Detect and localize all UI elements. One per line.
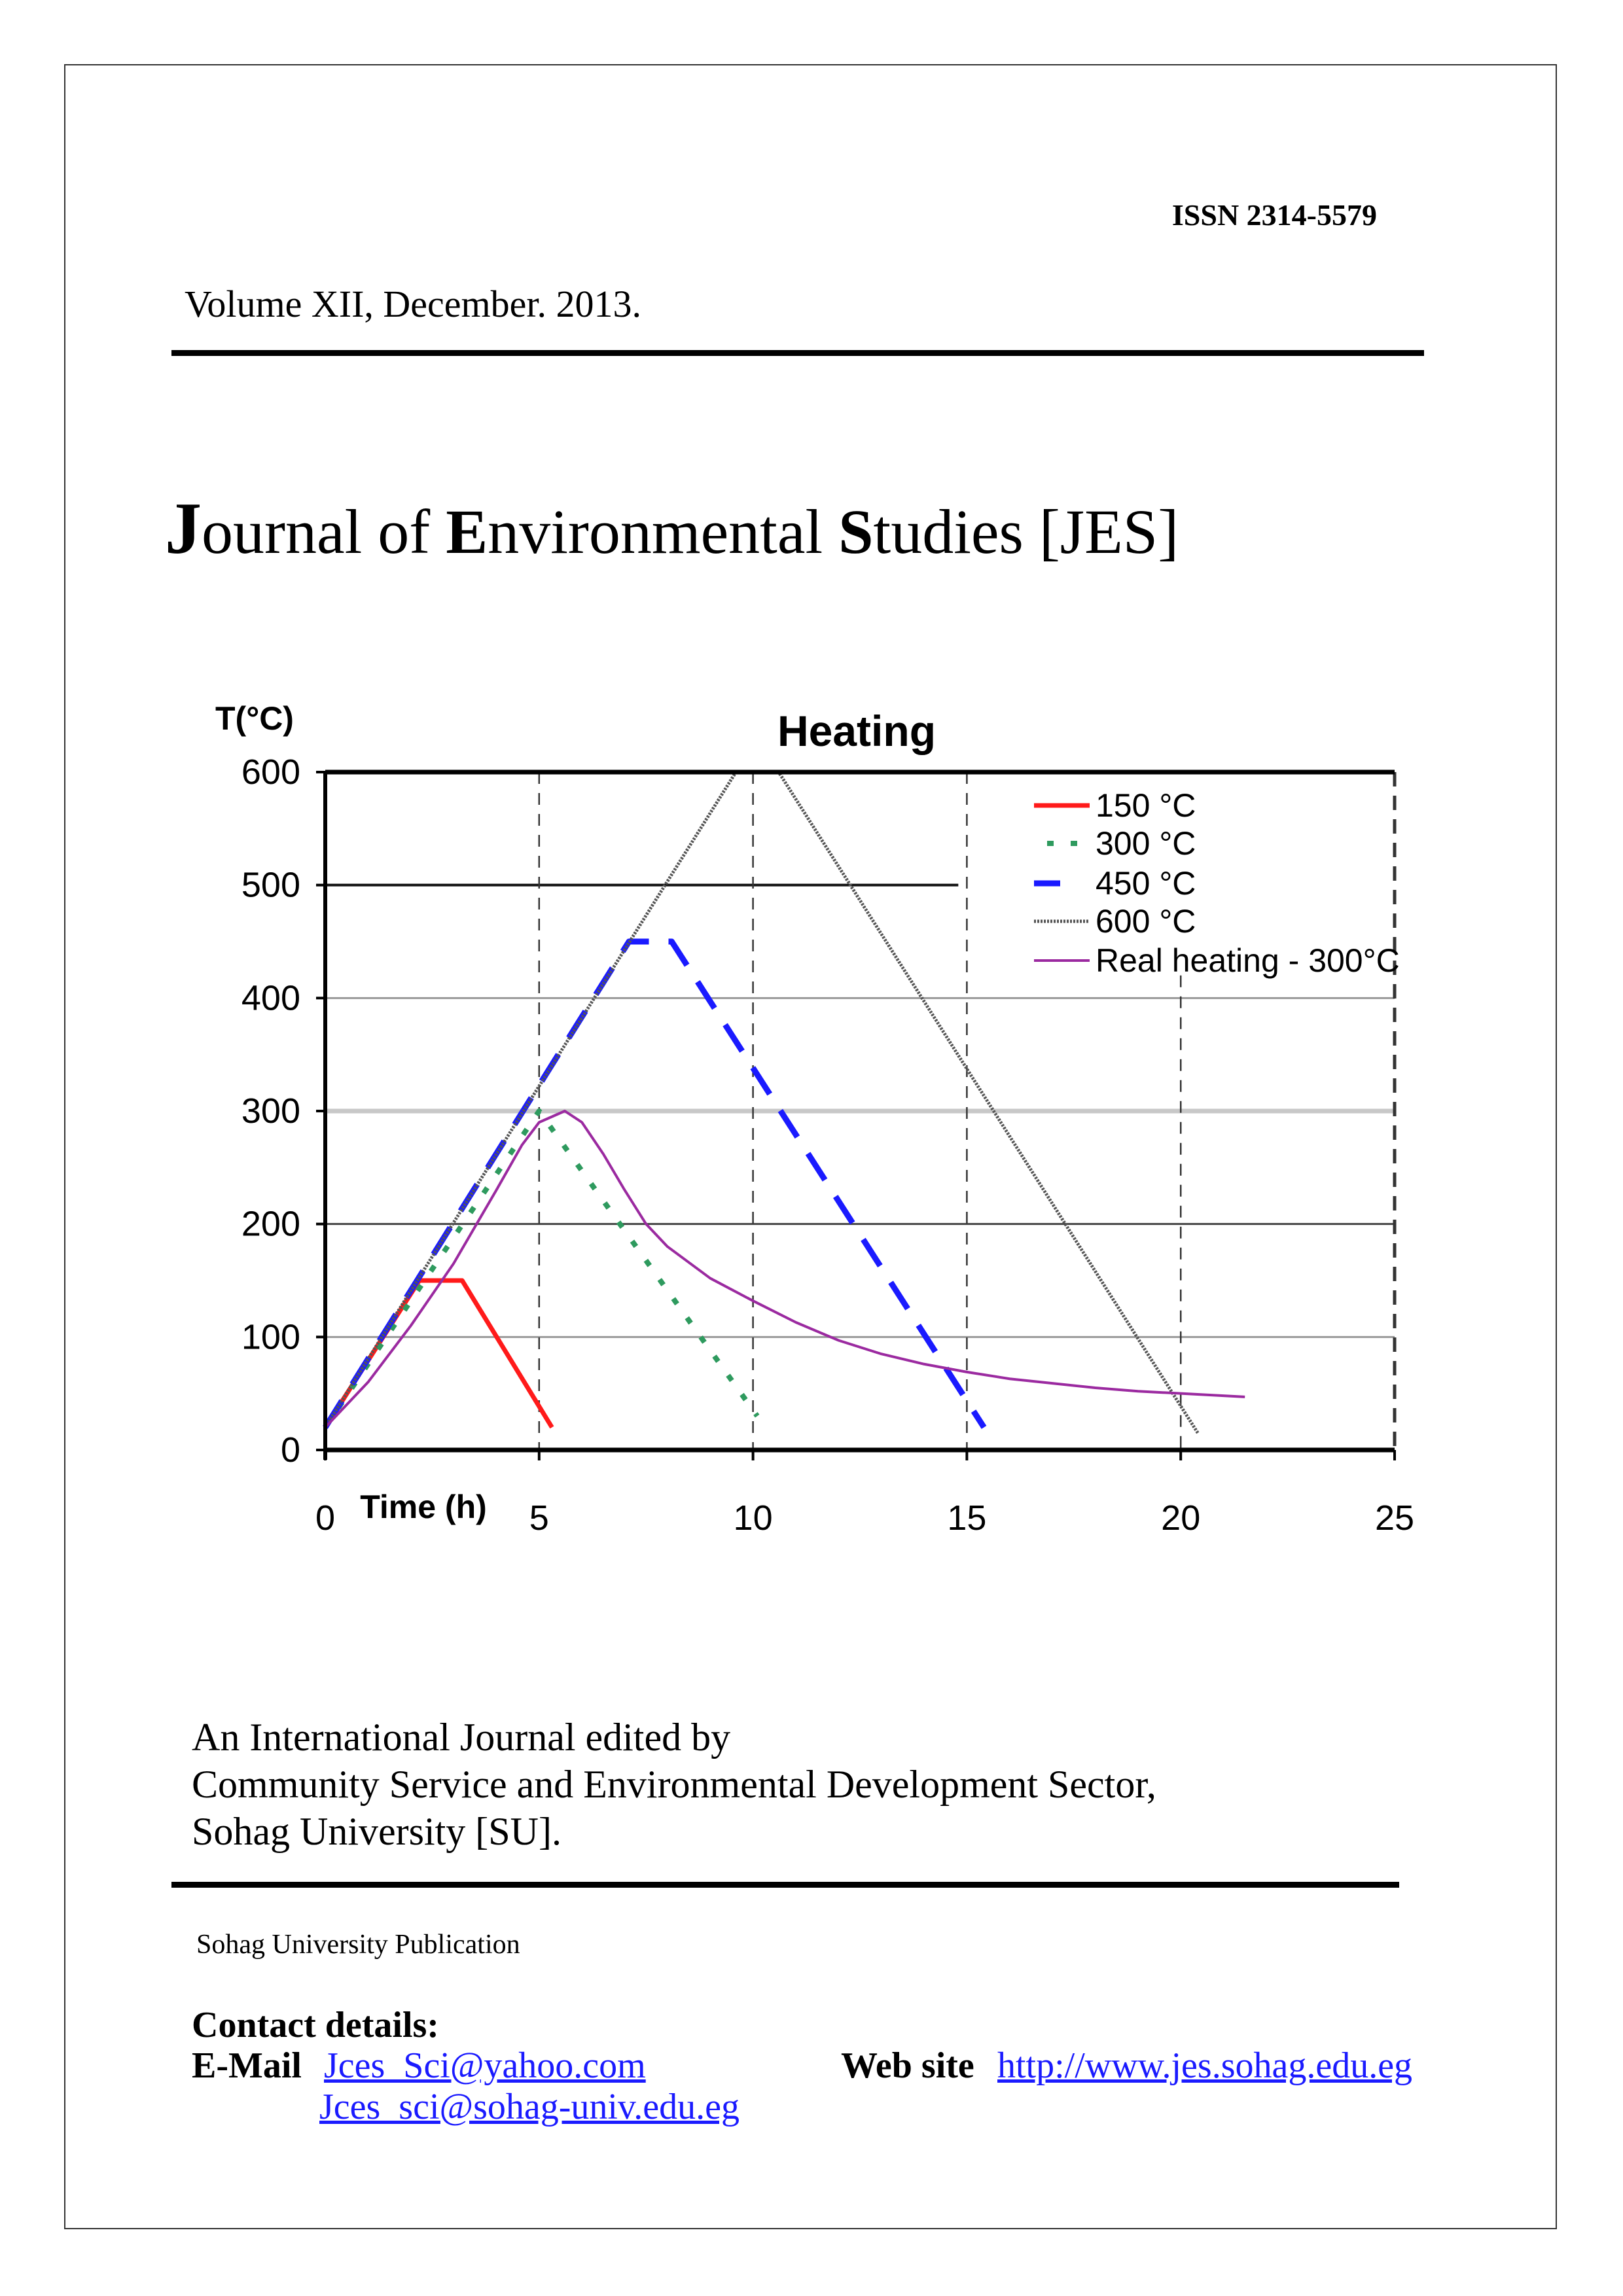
legend-label: 300 °C: [1096, 825, 1196, 862]
title-initial-e: E: [446, 497, 488, 567]
x-tick-label: 20: [1161, 1498, 1200, 1538]
x-tick-label: 25: [1375, 1498, 1414, 1538]
email-link-sohag[interactable]: Jces_sci@sohag-univ.edu.eg: [319, 2087, 740, 2127]
y-tick-label: 100: [241, 1317, 300, 1356]
page-border: [64, 64, 1557, 2229]
title-initial-j: J: [165, 488, 202, 569]
issn: ISSN 2314-5579: [1171, 198, 1377, 232]
x-tick-label: 0: [315, 1498, 335, 1538]
email-label: E-Mail: [192, 2045, 302, 2086]
website-link[interactable]: http://www.jes.sohag.edu.eg: [997, 2045, 1413, 2086]
y-tick-label: 0: [281, 1430, 300, 1470]
y-axis-label: T(°C): [215, 700, 294, 737]
website-label: Web site: [841, 2045, 974, 2086]
journal-title: Journal of Environmental Studies [JES]: [165, 492, 1179, 565]
title-text: nvironmental: [488, 497, 839, 567]
legend-label: Real heating - 300°C: [1096, 942, 1400, 979]
header-rule: [171, 350, 1424, 356]
y-tick-label: 500: [241, 866, 300, 905]
y-tick-label: 200: [241, 1205, 300, 1244]
email-link-yahoo[interactable]: Jces_Sci@yahoo.com: [324, 2045, 646, 2086]
footer-rule: [171, 1882, 1399, 1888]
title-text: ournal of: [202, 497, 446, 567]
edited-line-1: An International Journal edited by: [192, 1716, 731, 1759]
series-line-0: [323, 1278, 554, 1429]
series-line-3: [323, 770, 1200, 1434]
publication: Sohag University Publication: [196, 1930, 520, 1960]
y-tick-label: 400: [241, 978, 300, 1017]
contact-heading: Contact details:: [192, 2005, 439, 2045]
series-line-4: [324, 1110, 1245, 1428]
legend-label: 450 °C: [1096, 865, 1196, 902]
edited-line-2: Community Service and Environmental Deve…: [192, 1763, 1156, 1806]
chart-title: Heating: [777, 707, 936, 755]
x-axis-label: Time (h): [360, 1489, 487, 1525]
title-text-jes: tudies [JES]: [873, 497, 1179, 567]
legend-label: 600 °C: [1096, 903, 1196, 940]
legend-label: 150 °C: [1096, 787, 1196, 824]
volume-date: Volume XII, December. 2013.: [185, 283, 641, 325]
y-tick-label: 300: [241, 1091, 300, 1131]
title-initial-s: S: [838, 497, 874, 567]
series-line-1: [323, 1108, 760, 1429]
x-tick-label: 10: [734, 1498, 773, 1538]
x-tick-label: 5: [529, 1498, 549, 1538]
edited-line-3: Sohag University [SU].: [192, 1810, 562, 1853]
y-tick-label: 600: [241, 752, 300, 792]
x-tick-label: 15: [947, 1498, 986, 1538]
